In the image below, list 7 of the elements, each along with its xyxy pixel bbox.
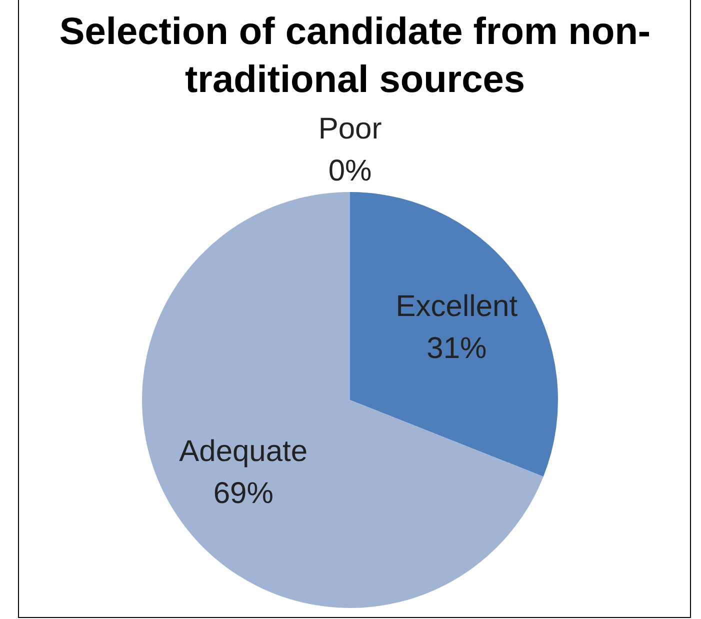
category-label: Poor bbox=[318, 112, 382, 146]
data-label: 69% bbox=[213, 476, 274, 510]
data-label: 31% bbox=[426, 332, 487, 365]
text: 0% bbox=[328, 154, 372, 188]
chart-title: Selection of candidate from non-traditional sources bbox=[58, 10, 652, 103]
slice-label: Adequate bbox=[179, 434, 308, 468]
slice-label: Excellent bbox=[396, 290, 518, 323]
